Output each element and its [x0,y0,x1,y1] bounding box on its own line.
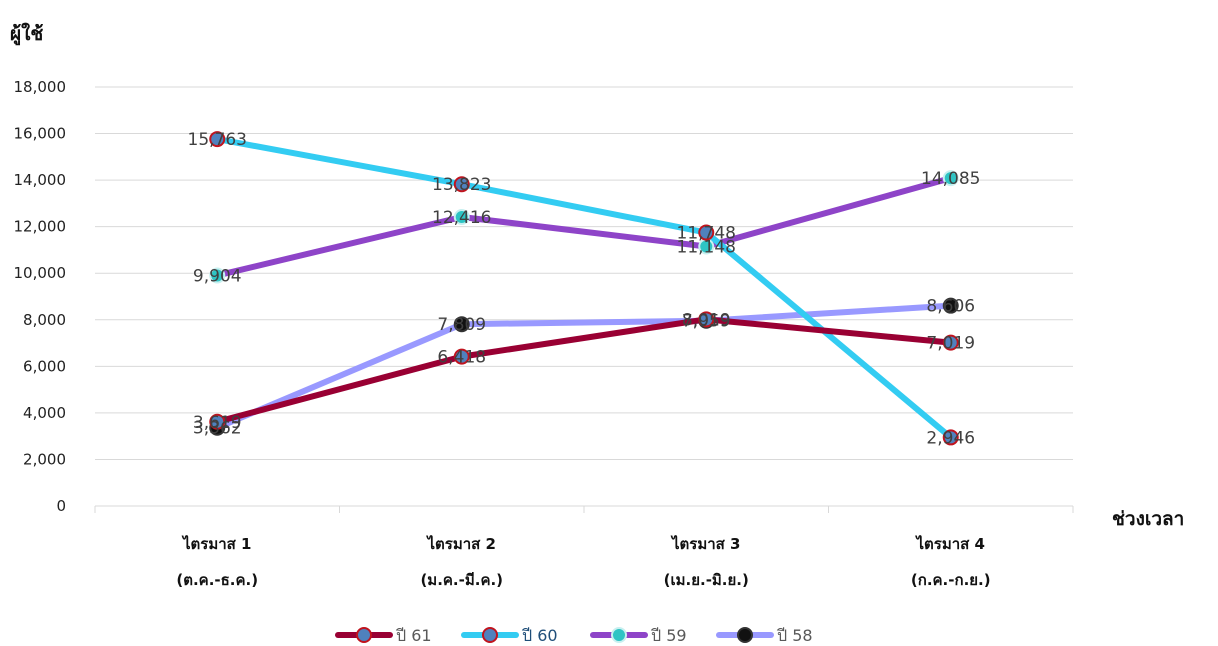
data-label: 7,019 [926,334,975,354]
data-label: 12,416 [432,208,491,228]
y-axis-title: ผู้ใช้ [10,22,43,46]
data-point [942,334,959,351]
data-point [453,316,470,333]
y-tick-label: 8,000 [23,311,66,329]
data-label: 11,748 [677,224,736,244]
x-tick-label: ไตรมาส 1 [181,534,251,553]
y-tick-label: 14,000 [14,171,67,189]
y-tick-label: 0 [56,497,66,515]
y-tick-label: 2,000 [23,450,66,468]
legend-marker [482,627,498,643]
legend-marker [611,627,627,643]
series-line [214,175,954,279]
legend-label: ปี 59 [651,626,687,645]
data-label: 14,085 [921,169,980,189]
x-tick-sublabel: (ก.ค.-ก.ย.) [911,571,991,589]
data-point [942,297,959,314]
data-point [942,429,959,446]
x-axis-title: ช่วงเวลา [1112,508,1184,530]
data-label: 13,823 [432,175,491,195]
x-tick-sublabel: (เม.ย.-มิ.ย.) [664,571,749,589]
data-point [698,224,715,241]
data-point [209,131,226,148]
y-tick-label: 16,000 [14,125,67,143]
x-tick-label: ไตรมาส 4 [915,534,985,553]
data-point [453,208,470,225]
data-point [698,311,715,328]
legend-marker [356,627,372,643]
data-point [209,267,226,284]
x-tick-sublabel: (ต.ค.-ธ.ค.) [176,571,258,589]
y-tick-label: 12,000 [14,218,67,236]
data-label: 15,763 [188,130,247,150]
y-axis-ticks: 0 2,000 4,000 6,000 8,000 10,000 12,000 14,000 1… [14,78,67,515]
legend-label: ปี 60 [522,626,558,645]
series-line [214,316,954,425]
data-label: 2,946 [926,428,975,448]
data-label: 6,418 [437,348,486,368]
data-label: 3,619 [193,413,242,433]
legend-label: ปี 58 [777,626,813,645]
data-label: 11,148 [677,237,736,257]
data-point [209,413,226,430]
data-label: 7,959 [682,312,731,332]
data-label: 9,904 [193,266,242,286]
legend-label: ปี 61 [396,626,432,645]
y-tick-label: 6,000 [23,357,66,375]
legend: ปี 61 ปี 60 ปี 59 ปี 58 [335,626,813,645]
y-tick-label: 10,000 [14,264,67,282]
data-point [453,348,470,365]
data-label: 8,606 [926,297,975,317]
x-tick-label: ไตรมาส 2 [426,534,496,553]
data-labels: 3,362 7,809 7,959 8,606 9,904 12,416 11,148 14,… [188,130,981,448]
y-tick-label: 4,000 [23,404,66,422]
y-tick-label: 18,000 [14,78,67,96]
data-label: 3,362 [193,419,242,439]
data-point [453,176,470,193]
legend-marker [737,627,753,643]
series-layer [209,131,959,446]
series-line [214,302,954,431]
x-axis: ไตรมาส 1 (ต.ค.-ธ.ค.) ไตรมาส 2 (ม.ค.-มี.ค.) ไ… [94,505,1074,589]
data-point [942,170,959,187]
x-tick-sublabel: (ม.ค.-มี.ค.) [420,571,503,589]
series-line [214,136,954,441]
data-label: 8,019 [682,310,731,330]
data-label: 7,809 [437,315,486,335]
x-tick-label: ไตรมาส 3 [670,534,740,553]
